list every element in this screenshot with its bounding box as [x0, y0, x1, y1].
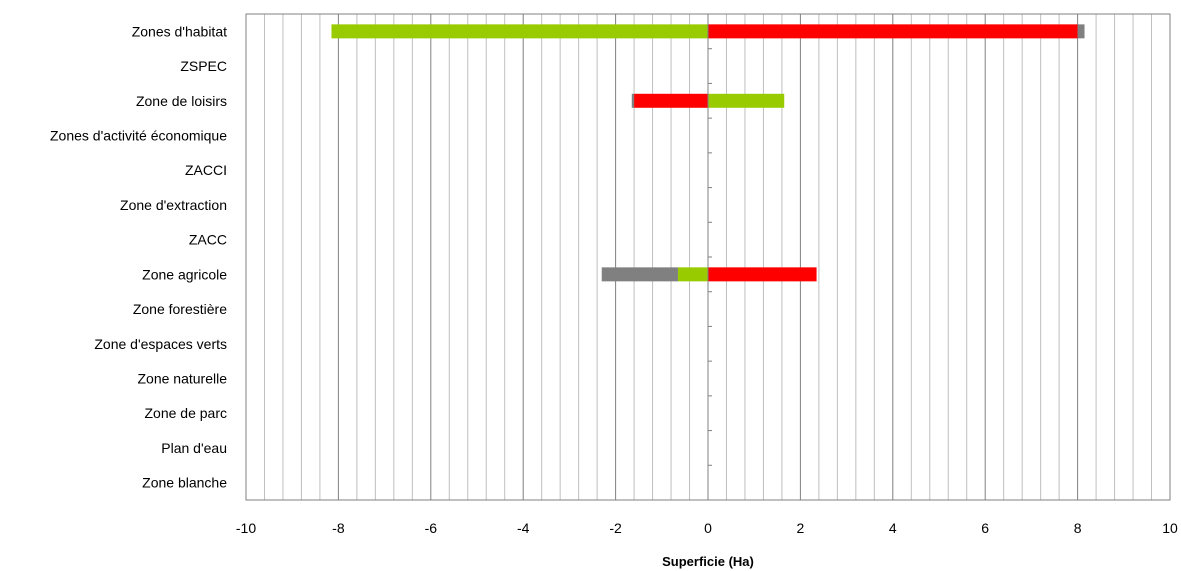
x-tick-label: 6 — [981, 520, 989, 536]
bar-segment — [631, 93, 635, 108]
bar-segment — [331, 24, 708, 39]
grid-lines — [245, 14, 1171, 500]
bar-segment — [1077, 24, 1085, 39]
bars — [331, 24, 1085, 282]
category-label: ZSPEC — [180, 58, 227, 74]
category-label: Zones d'activité économique — [50, 128, 227, 144]
x-tick-label: -8 — [332, 520, 345, 536]
x-tick-label: 10 — [1162, 520, 1178, 536]
category-label: Zone de loisirs — [136, 93, 227, 109]
axes — [245, 13, 1171, 501]
category-label: Zone d'extraction — [120, 197, 227, 213]
category-label: Zone de parc — [145, 405, 228, 421]
category-label: Zone d'espaces verts — [94, 336, 227, 352]
x-tick-label: 4 — [889, 520, 897, 536]
x-axis-title: Superficie (Ha) — [662, 554, 754, 569]
bar-segment — [708, 267, 817, 282]
category-label: Zone agricole — [142, 266, 227, 282]
x-tick-label: -2 — [609, 520, 622, 536]
category-label: ZACC — [189, 232, 227, 248]
bar-segment — [708, 93, 785, 108]
x-tick-label: 0 — [704, 520, 712, 536]
x-tick-label: -4 — [517, 520, 530, 536]
bar-segment — [677, 267, 708, 282]
x-tick-label: 8 — [1074, 520, 1082, 536]
x-tick-labels: -10 -8 -6 -4 -2 0 2 4 6 8 10 — [236, 520, 1178, 536]
category-label: Zone naturelle — [137, 371, 227, 387]
bar-segment — [708, 24, 1078, 39]
x-tick-label: 2 — [797, 520, 805, 536]
category-labels: Zones d'habitat ZSPEC Zone de loisirs Zones… — [50, 23, 227, 490]
category-label: Zones d'habitat — [132, 23, 227, 39]
category-label: ZACCI — [185, 162, 227, 178]
category-label: Zone blanche — [142, 475, 227, 491]
x-tick-label: -10 — [236, 520, 256, 536]
x-tick-label: -6 — [425, 520, 438, 536]
bar-segment — [634, 93, 708, 108]
bar-segment — [601, 267, 678, 282]
category-label: Zone forestière — [133, 301, 227, 317]
category-label: Plan d'eau — [161, 440, 227, 456]
